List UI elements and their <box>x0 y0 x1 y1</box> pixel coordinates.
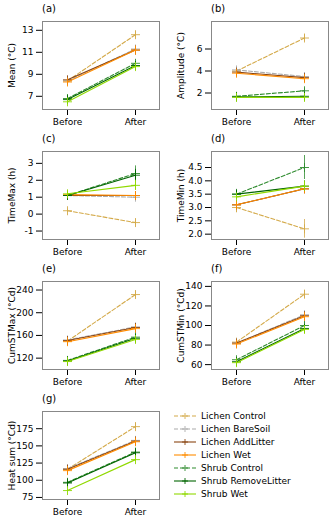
svg-text:Before: Before <box>222 247 252 257</box>
svg-text:CumSTMax (°Cd): CumSTMax (°Cd) <box>7 287 17 364</box>
svg-text:60: 60 <box>191 359 203 369</box>
svg-text:-1: -1 <box>25 226 34 236</box>
svg-text:4.5: 4.5 <box>188 162 202 172</box>
svg-text:After: After <box>125 247 147 257</box>
svg-text:After: After <box>294 117 316 127</box>
html-text:(f): (f) <box>211 263 223 274</box>
svg-text:4.0: 4.0 <box>188 176 203 186</box>
html-text:(g): (g) <box>42 393 57 404</box>
svg-text:7: 7 <box>28 91 34 101</box>
svg-text:4: 4 <box>197 66 203 76</box>
svg-text:3.0: 3.0 <box>188 202 203 212</box>
svg-text:TimeMax (h): TimeMax (h) <box>7 167 17 224</box>
svg-text:TimeMin (h): TimeMin (h) <box>176 169 186 224</box>
html-text:Lichen Wet: Lichen Wet <box>201 449 251 460</box>
svg-text:120: 120 <box>16 353 33 363</box>
svg-text:Amplitude (°C): Amplitude (°C) <box>176 32 186 99</box>
svg-text:150: 150 <box>16 441 33 451</box>
html-text:(a): (a) <box>42 3 56 14</box>
svg-text:Heat sum (°Cd): Heat sum (°Cd) <box>7 421 17 491</box>
svg-text:1: 1 <box>28 192 34 202</box>
svg-text:2.5: 2.5 <box>188 216 202 226</box>
html-text:(b): (b) <box>211 3 226 14</box>
svg-text:140: 140 <box>185 281 202 291</box>
svg-text:175: 175 <box>16 424 33 434</box>
svg-text:After: After <box>294 377 316 387</box>
svg-text:3.5: 3.5 <box>188 189 202 199</box>
html-text:Shrub Wet: Shrub Wet <box>201 488 248 499</box>
svg-text:2.0: 2.0 <box>188 229 203 239</box>
svg-text:9: 9 <box>28 69 34 79</box>
html-text:Shrub Control: Shrub Control <box>201 462 263 473</box>
svg-text:6: 6 <box>197 44 203 54</box>
svg-text:Before: Before <box>222 117 252 127</box>
html-text:Shrub RemoveLitter: Shrub RemoveLitter <box>201 475 291 486</box>
svg-text:2: 2 <box>197 88 203 98</box>
svg-text:100: 100 <box>185 320 202 330</box>
svg-text:3: 3 <box>28 158 34 168</box>
svg-text:After: After <box>125 117 147 127</box>
html-text:Lichen Control: Lichen Control <box>201 410 266 421</box>
svg-text:Before: Before <box>53 247 83 257</box>
svg-text:Before: Before <box>53 117 83 127</box>
svg-text:160: 160 <box>16 330 33 340</box>
svg-text:200: 200 <box>16 308 33 318</box>
svg-text:11: 11 <box>22 47 33 57</box>
svg-text:CumSTMin (°Cd): CumSTMin (°Cd) <box>176 288 186 362</box>
html-text:(c): (c) <box>42 133 56 144</box>
svg-text:After: After <box>125 377 147 387</box>
svg-text:Before: Before <box>222 377 252 387</box>
html-text:Lichen BareSoil: Lichen BareSoil <box>201 423 271 434</box>
svg-text:After: After <box>294 247 316 257</box>
svg-text:80: 80 <box>191 340 203 350</box>
html-text:Lichen AddLitter: Lichen AddLitter <box>201 436 275 447</box>
html-text:(d): (d) <box>211 133 226 144</box>
svg-text:0: 0 <box>28 209 34 219</box>
svg-text:Before: Before <box>53 507 83 517</box>
svg-text:Before: Before <box>53 377 83 387</box>
svg-text:120: 120 <box>185 301 202 311</box>
svg-text:75: 75 <box>22 492 33 502</box>
svg-text:2: 2 <box>28 175 34 185</box>
svg-text:13: 13 <box>22 25 33 35</box>
svg-text:100: 100 <box>16 475 33 485</box>
html-text:(e): (e) <box>42 263 56 274</box>
svg-text:125: 125 <box>16 458 33 468</box>
svg-text:240: 240 <box>16 285 33 295</box>
svg-text:Mean (°C): Mean (°C) <box>7 43 17 88</box>
svg-text:After: After <box>125 507 147 517</box>
